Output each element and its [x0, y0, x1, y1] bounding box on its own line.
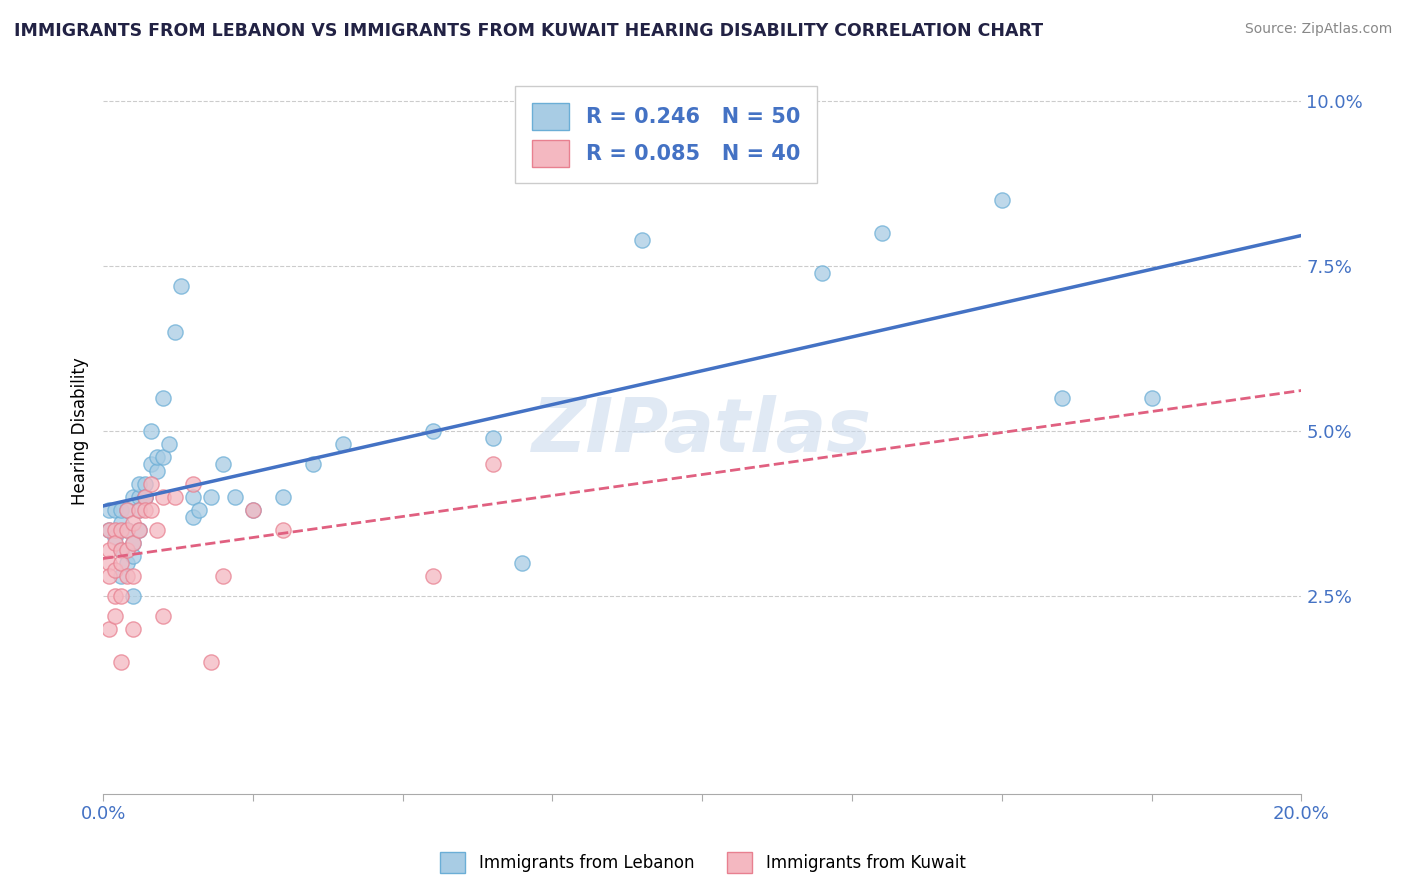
Point: [98, 569, 121, 583]
Point: [188, 503, 211, 517]
Point: [870, 227, 893, 241]
Point: [481, 457, 503, 471]
Point: [115, 569, 138, 583]
Point: [110, 556, 132, 570]
Point: [1050, 391, 1073, 405]
Point: [422, 424, 444, 438]
Point: [122, 589, 145, 603]
Point: [98, 523, 121, 537]
Point: [98, 542, 121, 557]
Point: [242, 503, 264, 517]
Point: [115, 503, 138, 517]
Point: [122, 569, 145, 583]
Point: [128, 503, 150, 517]
Point: [115, 542, 138, 557]
Point: [98, 523, 121, 537]
Point: [128, 523, 150, 537]
Point: [110, 503, 132, 517]
Point: [98, 622, 121, 636]
Point: [122, 490, 145, 504]
Point: [301, 457, 323, 471]
Point: [181, 476, 204, 491]
Point: [104, 523, 127, 537]
Text: Source: ZipAtlas.com: Source: ZipAtlas.com: [1244, 22, 1392, 37]
Point: [242, 503, 264, 517]
Point: [512, 556, 534, 570]
Point: [128, 476, 150, 491]
Point: [422, 569, 444, 583]
Point: [990, 194, 1012, 208]
Point: [98, 556, 121, 570]
Point: [104, 530, 127, 544]
Point: [98, 503, 121, 517]
Point: [134, 490, 156, 504]
Point: [152, 490, 174, 504]
Point: [104, 608, 127, 623]
Point: [152, 450, 174, 465]
Point: [139, 476, 162, 491]
Point: [181, 490, 204, 504]
Text: IMMIGRANTS FROM LEBANON VS IMMIGRANTS FROM KUWAIT HEARING DISABILITY CORRELATION: IMMIGRANTS FROM LEBANON VS IMMIGRANTS FR…: [14, 22, 1043, 40]
Point: [139, 457, 162, 471]
Point: [122, 549, 145, 564]
Point: [170, 279, 193, 293]
Point: [110, 542, 132, 557]
Point: [110, 589, 132, 603]
Point: [104, 589, 127, 603]
Point: [157, 437, 180, 451]
Point: [146, 523, 169, 537]
Legend: Immigrants from Lebanon, Immigrants from Kuwait: Immigrants from Lebanon, Immigrants from…: [433, 846, 973, 880]
Point: [122, 536, 145, 550]
Point: [152, 608, 174, 623]
Point: [271, 523, 294, 537]
Point: [139, 424, 162, 438]
Point: [212, 569, 235, 583]
Point: [115, 556, 138, 570]
Point: [163, 490, 186, 504]
Point: [146, 450, 169, 465]
Point: [134, 503, 156, 517]
Point: [104, 562, 127, 576]
Point: [631, 233, 654, 247]
Point: [146, 464, 169, 478]
Point: [134, 490, 156, 504]
Point: [200, 490, 222, 504]
Point: [122, 516, 145, 531]
Point: [115, 523, 138, 537]
Point: [134, 476, 156, 491]
Point: [224, 490, 246, 504]
Point: [110, 516, 132, 531]
Point: [163, 325, 186, 339]
Legend: R = 0.246   N = 50, R = 0.085   N = 40: R = 0.246 N = 50, R = 0.085 N = 40: [516, 87, 817, 184]
Point: [139, 503, 162, 517]
Point: [128, 490, 150, 504]
Text: ZIPatlas: ZIPatlas: [533, 394, 872, 467]
Y-axis label: Hearing Disability: Hearing Disability: [72, 357, 89, 505]
Point: [110, 569, 132, 583]
Point: [104, 503, 127, 517]
Point: [110, 542, 132, 557]
Point: [481, 431, 503, 445]
Point: [811, 266, 834, 280]
Point: [152, 391, 174, 405]
Point: [271, 490, 294, 504]
Point: [110, 655, 132, 669]
Point: [332, 437, 354, 451]
Point: [115, 503, 138, 517]
Point: [200, 655, 222, 669]
Point: [122, 622, 145, 636]
Point: [104, 536, 127, 550]
Point: [128, 523, 150, 537]
Point: [115, 523, 138, 537]
Point: [212, 457, 235, 471]
Point: [128, 503, 150, 517]
Point: [181, 509, 204, 524]
Point: [122, 536, 145, 550]
Point: [110, 523, 132, 537]
Point: [1140, 391, 1163, 405]
Point: [134, 490, 156, 504]
